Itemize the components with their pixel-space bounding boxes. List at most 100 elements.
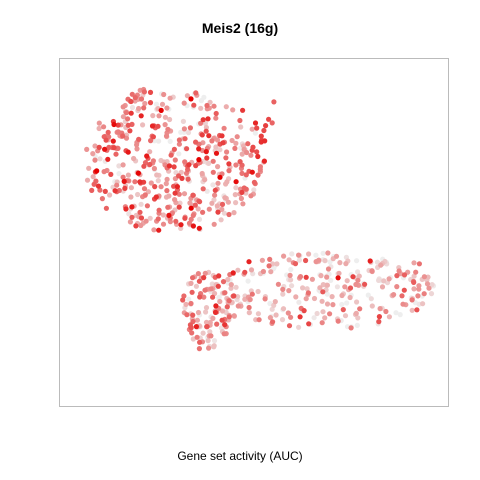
data-point: [205, 338, 211, 344]
points-layer: [84, 86, 437, 352]
data-point: [217, 298, 223, 305]
data-point: [211, 344, 217, 350]
data-point: [193, 139, 199, 145]
data-point: [86, 165, 92, 171]
data-point: [189, 330, 195, 336]
data-point: [237, 159, 243, 165]
data-point: [212, 309, 219, 315]
data-point: [317, 285, 323, 291]
data-point: [320, 289, 326, 295]
data-point: [137, 209, 143, 215]
data-point: [190, 212, 196, 218]
data-point: [219, 308, 226, 314]
data-point: [215, 283, 221, 289]
data-point: [297, 274, 304, 280]
data-point: [152, 184, 158, 190]
data-point: [241, 185, 247, 191]
data-point: [172, 197, 178, 203]
data-point: [121, 178, 127, 184]
data-point: [202, 177, 208, 183]
data-point: [138, 113, 144, 119]
data-point: [164, 176, 170, 182]
data-point: [176, 191, 182, 197]
data-point: [91, 181, 97, 187]
data-point: [288, 277, 294, 283]
data-point: [225, 276, 231, 283]
data-point: [288, 314, 294, 320]
data-point: [218, 217, 224, 223]
data-point: [255, 311, 261, 317]
data-point: [182, 159, 188, 165]
data-point: [342, 313, 349, 319]
data-point: [196, 225, 202, 231]
data-point: [397, 312, 403, 318]
data-point: [115, 145, 121, 151]
data-point: [269, 306, 275, 312]
data-point: [203, 319, 210, 325]
data-point: [320, 309, 326, 315]
data-point: [164, 188, 170, 194]
data-point: [400, 301, 406, 307]
data-point: [288, 266, 294, 273]
data-point: [233, 162, 239, 168]
data-point: [240, 107, 246, 113]
data-point: [235, 267, 241, 273]
data-point: [206, 133, 212, 139]
data-point: [275, 281, 281, 287]
data-point: [281, 253, 287, 259]
data-point: [184, 93, 190, 99]
data-point: [224, 179, 230, 185]
data-point: [141, 105, 147, 111]
data-point: [150, 134, 156, 140]
data-point: [156, 138, 162, 144]
data-point: [325, 266, 332, 272]
data-point: [320, 250, 326, 256]
data-point: [164, 105, 170, 111]
data-point: [226, 298, 232, 304]
data-point: [147, 89, 154, 95]
data-point: [168, 152, 174, 158]
data-point: [421, 274, 427, 280]
data-point: [335, 275, 341, 281]
data-point: [185, 130, 192, 136]
data-point: [141, 89, 147, 95]
data-point: [84, 177, 91, 183]
data-point: [354, 322, 360, 328]
data-point: [368, 296, 374, 302]
data-point: [411, 279, 417, 285]
data-point: [203, 124, 209, 131]
data-point: [102, 146, 108, 152]
data-point: [156, 113, 162, 119]
data-point: [112, 188, 118, 194]
data-point: [113, 151, 119, 157]
data-point: [255, 288, 261, 295]
data-point: [354, 258, 360, 264]
data-point: [409, 297, 415, 303]
data-point: [97, 187, 103, 193]
data-point: [272, 299, 278, 305]
data-point: [144, 153, 150, 159]
data-point: [156, 227, 162, 233]
data-point: [127, 219, 133, 225]
data-point: [120, 174, 126, 180]
data-point: [101, 169, 107, 175]
data-point: [322, 315, 328, 321]
data-point: [210, 169, 216, 175]
data-point: [350, 274, 356, 280]
data-point: [239, 151, 245, 157]
data-point: [280, 286, 286, 292]
data-point: [106, 144, 112, 150]
data-point: [114, 182, 120, 188]
data-point: [271, 99, 277, 105]
data-point: [127, 128, 133, 134]
data-point: [178, 169, 184, 175]
data-point: [95, 183, 102, 189]
data-point: [287, 272, 293, 278]
data-point: [211, 338, 218, 344]
data-point: [161, 91, 167, 98]
data-point: [128, 98, 134, 105]
data-point: [369, 303, 375, 309]
data-point: [242, 269, 248, 275]
data-point: [184, 146, 190, 152]
data-point: [203, 309, 209, 315]
